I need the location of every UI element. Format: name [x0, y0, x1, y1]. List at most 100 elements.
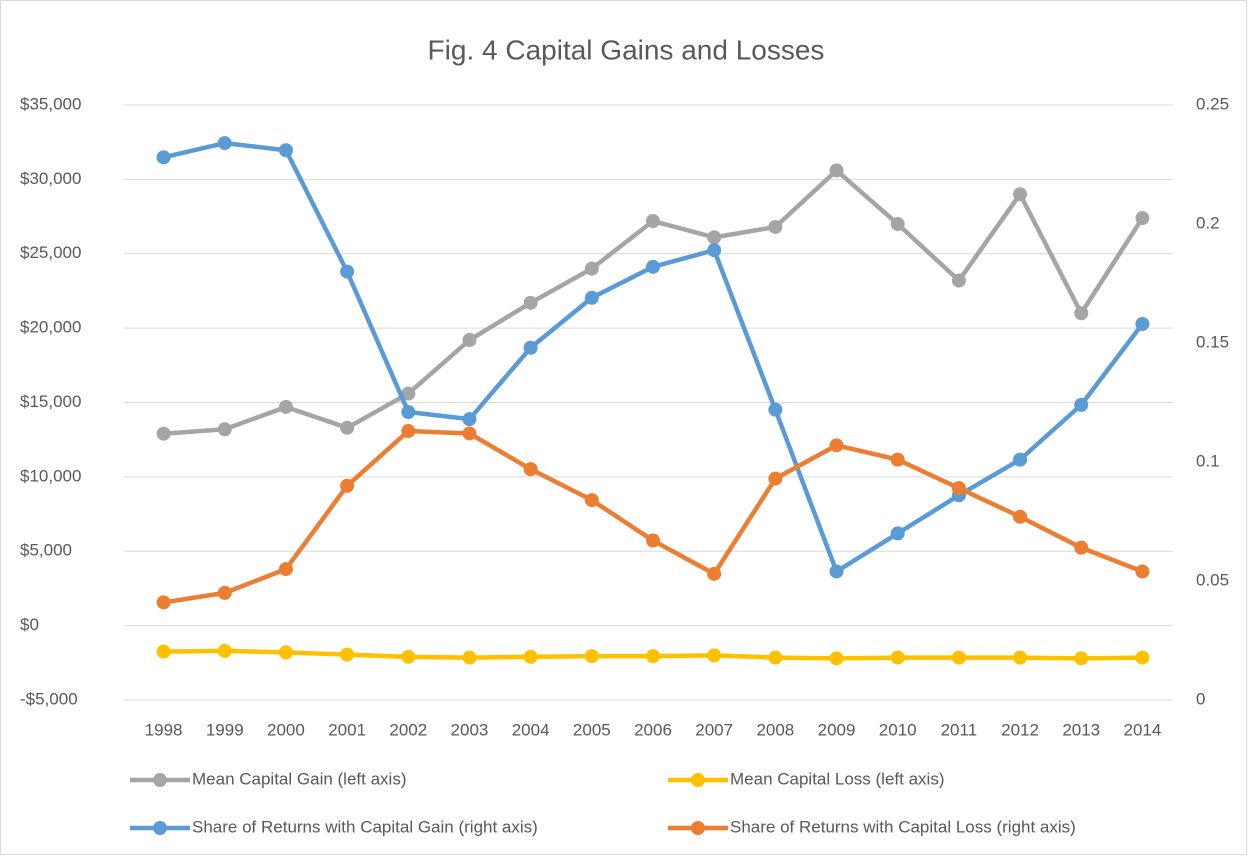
x-tick-label: 2000 — [267, 720, 305, 739]
data-point — [523, 462, 538, 477]
x-tick-label: 2005 — [573, 720, 611, 739]
data-point — [401, 424, 416, 439]
y2-tick-label: 0.2 — [1196, 213, 1220, 232]
y2-tick-label: 0 — [1196, 689, 1205, 708]
data-point — [890, 526, 905, 541]
data-point — [1135, 564, 1150, 579]
data-point — [401, 386, 416, 401]
legend-label: Share of Returns with Capital Loss (righ… — [730, 817, 1076, 836]
data-point — [156, 644, 171, 659]
data-point — [217, 643, 232, 658]
x-tick-label: 2011 — [941, 720, 978, 739]
data-point — [278, 143, 293, 158]
data-point — [707, 566, 722, 581]
data-point — [951, 481, 966, 496]
data-point — [156, 426, 171, 441]
data-point — [156, 150, 171, 165]
data-point — [707, 230, 722, 245]
x-tick-label: 1998 — [145, 720, 183, 739]
data-point — [707, 648, 722, 663]
x-tick-label: 2008 — [756, 720, 794, 739]
data-point — [951, 273, 966, 288]
data-point — [462, 333, 477, 348]
data-point — [1135, 211, 1150, 226]
x-tick-label: 2013 — [1062, 720, 1100, 739]
legend-label: Mean Capital Gain (left axis) — [192, 769, 406, 788]
x-tick-label: 2001 — [328, 720, 366, 739]
data-point — [768, 471, 783, 486]
data-point — [890, 452, 905, 467]
data-point — [278, 645, 293, 660]
data-point — [951, 650, 966, 665]
data-point — [646, 533, 660, 548]
x-tick-label: 2003 — [451, 720, 489, 739]
data-point — [340, 478, 355, 493]
data-point — [584, 290, 599, 305]
legend-label: Share of Returns with Capital Gain (righ… — [192, 817, 538, 836]
x-tick-label: 2012 — [1001, 720, 1039, 739]
data-point — [278, 399, 293, 414]
y2-tick-label: 0.05 — [1196, 570, 1229, 589]
data-point — [523, 649, 538, 664]
legend-marker — [153, 821, 167, 835]
data-point — [340, 264, 355, 279]
x-tick-label: 2006 — [634, 720, 672, 739]
data-point — [646, 259, 660, 274]
y-tick-label: $15,000 — [20, 392, 81, 411]
data-point — [1135, 316, 1150, 331]
data-point — [217, 422, 232, 437]
data-point — [707, 243, 722, 258]
data-point — [1074, 397, 1089, 412]
y-tick-label: $0 — [20, 615, 39, 634]
legend-label: Mean Capital Loss (left axis) — [730, 769, 944, 788]
x-tick-label: 2010 — [879, 720, 917, 739]
y2-tick-label: 0.25 — [1196, 94, 1229, 113]
data-point — [768, 650, 783, 665]
x-tick-label: 2014 — [1123, 720, 1161, 739]
x-tick-label: 2004 — [512, 720, 550, 739]
data-point — [462, 426, 477, 441]
data-point — [1013, 187, 1028, 202]
data-point — [890, 650, 905, 665]
data-point — [829, 163, 844, 178]
y-tick-label: -$5,000 — [20, 689, 78, 708]
data-point — [646, 214, 660, 229]
x-tick-label: 1999 — [206, 720, 244, 739]
data-point — [768, 219, 783, 234]
x-tick-label: 2002 — [389, 720, 427, 739]
data-point — [1013, 452, 1028, 467]
data-point — [217, 585, 232, 600]
data-point — [829, 564, 844, 579]
y-tick-label: $30,000 — [20, 169, 81, 188]
legend-marker — [691, 821, 705, 835]
x-tick-label: 2007 — [695, 720, 733, 739]
y-tick-label: $35,000 — [20, 94, 81, 113]
data-point — [1074, 540, 1089, 555]
data-point — [646, 649, 660, 664]
y-tick-label: $10,000 — [20, 466, 81, 485]
data-point — [1013, 650, 1028, 665]
data-point — [156, 595, 171, 610]
y2-tick-label: 0.1 — [1196, 451, 1220, 470]
y-tick-label: $20,000 — [20, 318, 81, 337]
y-tick-label: $5,000 — [20, 541, 72, 560]
data-point — [829, 438, 844, 453]
data-point — [1013, 509, 1028, 524]
data-point — [768, 402, 783, 417]
data-point — [1135, 650, 1150, 665]
data-point — [340, 420, 355, 435]
data-point — [1074, 651, 1089, 666]
data-point — [523, 340, 538, 355]
data-point — [890, 217, 905, 231]
y2-tick-label: 0.15 — [1196, 332, 1229, 351]
y-tick-label: $25,000 — [20, 243, 81, 262]
legend-marker — [153, 773, 167, 787]
data-point — [829, 651, 844, 666]
data-point — [1074, 306, 1089, 321]
data-point — [401, 405, 416, 420]
data-point — [340, 647, 355, 662]
x-tick-label: 2009 — [818, 720, 856, 739]
